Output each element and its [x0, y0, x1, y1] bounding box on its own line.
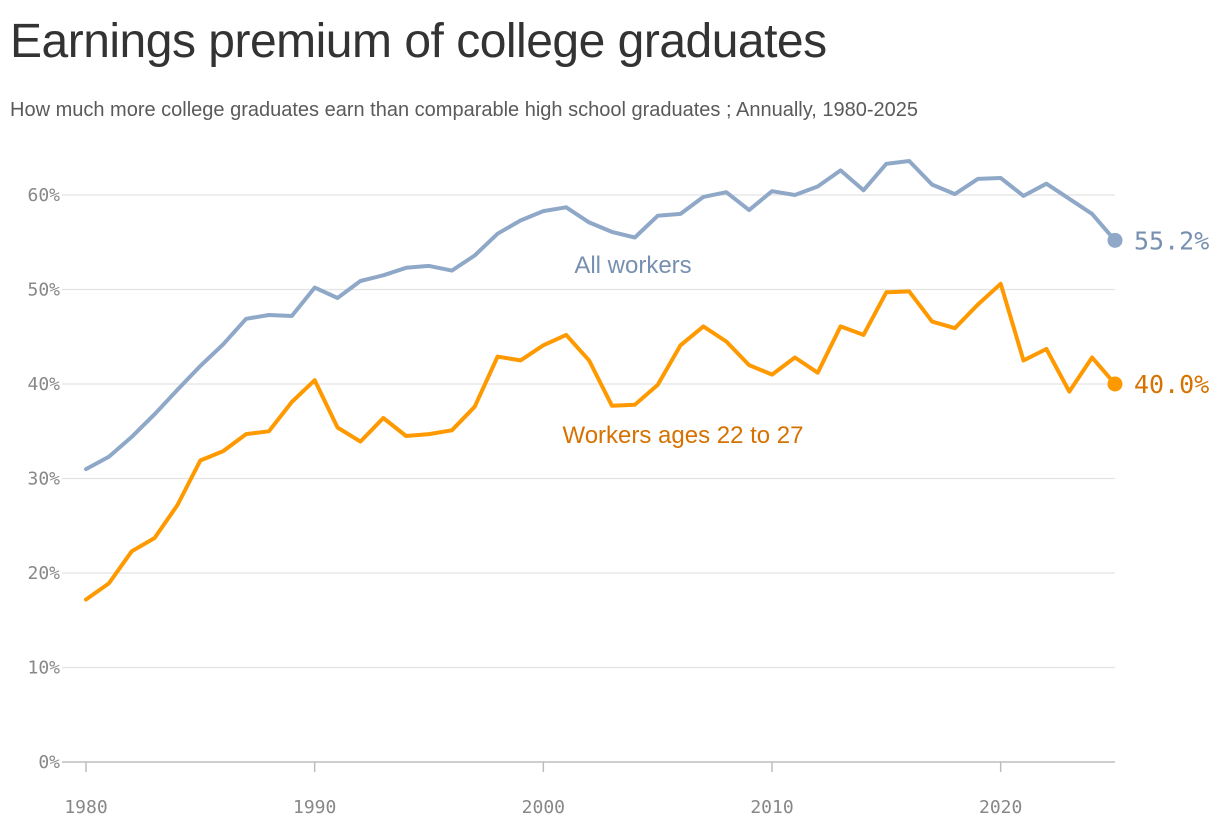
x-tick-label: 1980 [64, 797, 107, 818]
series-end-point [1107, 376, 1123, 392]
end-value-label: 55.2% [1134, 226, 1209, 255]
end-value-label: 40.0% [1134, 370, 1209, 399]
chart-title: Earnings premium of college graduates [10, 15, 827, 68]
y-tick-label: 40% [27, 374, 60, 395]
series-labels: 55.2% All workers 40.0% Workers ages 22 to … [562, 226, 1209, 449]
y-tick-label: 50% [27, 280, 60, 301]
y-tick-label: 60% [27, 185, 60, 206]
y-tick-label: 0% [38, 752, 60, 773]
y-tick-label: 20% [27, 563, 60, 584]
y-tick-label: 30% [27, 469, 60, 490]
y-axis-ticks: 0% 10% 20% 30% 40% 50% 60% [27, 185, 60, 773]
y-tick-label: 10% [27, 658, 60, 679]
chart-subtitle: How much more college graduates earn tha… [10, 99, 918, 121]
gridlines [62, 194, 1115, 763]
x-tick-label: 2010 [750, 797, 793, 818]
series-line-0 [84, 159, 1117, 472]
series-name-label: All workers [574, 252, 691, 279]
x-tick-label: 2000 [522, 797, 565, 818]
series-name-label: Workers ages 22 to 27 [562, 422, 803, 449]
series-end-point [1107, 232, 1123, 248]
series-lines [84, 159, 1123, 602]
x-tick-label: 1990 [293, 797, 336, 818]
x-tick-label: 2020 [979, 797, 1022, 818]
series-line-1 [84, 281, 1117, 602]
x-axis-ticks: 1980 1990 2000 2010 2020 [64, 762, 1022, 818]
